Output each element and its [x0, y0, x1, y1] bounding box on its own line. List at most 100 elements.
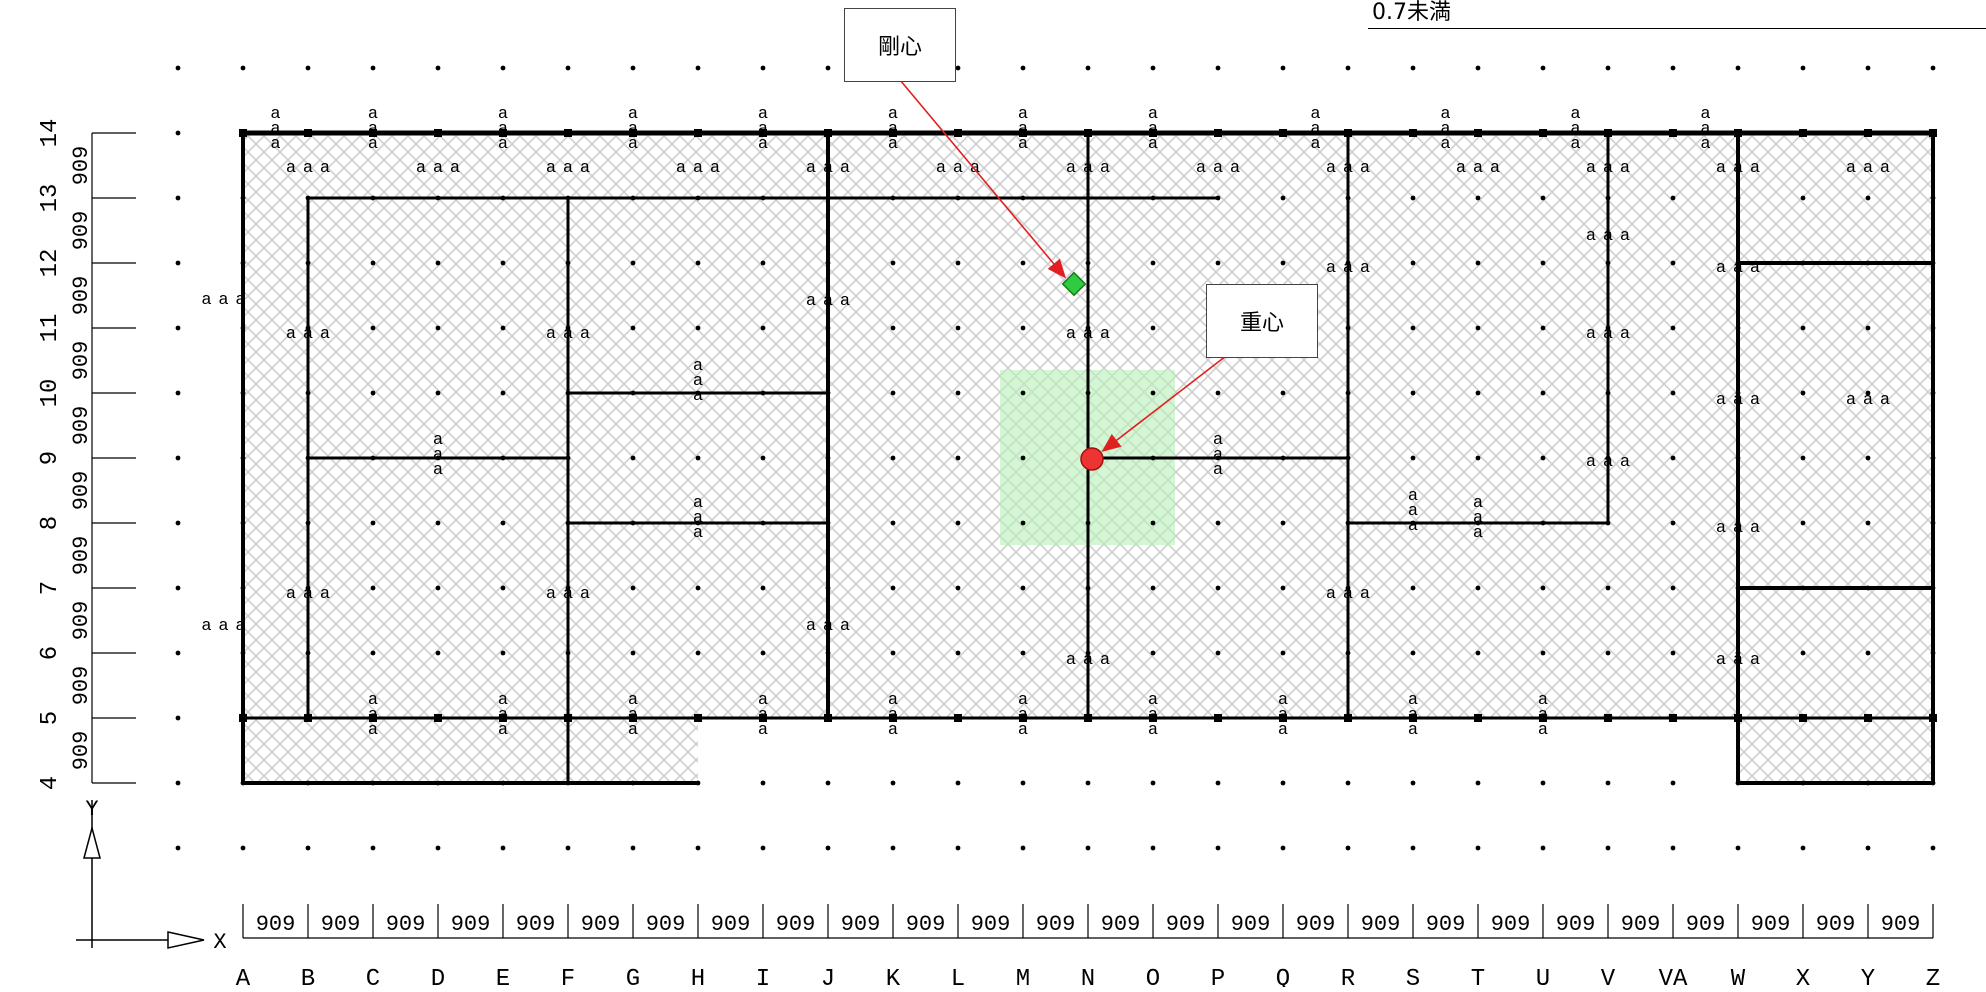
- wall-node: [499, 714, 507, 722]
- x-span-value: 909: [1751, 912, 1791, 937]
- wall-marker-label: a: [368, 706, 378, 725]
- x-span-value: 909: [1036, 912, 1076, 937]
- wall-marker-label: a: [1148, 721, 1158, 740]
- grid-dot: [695, 325, 701, 331]
- x-span-value: 909: [1426, 912, 1466, 937]
- grid-dot: [825, 845, 831, 851]
- wall-node: [304, 129, 312, 137]
- grid-dot: [175, 845, 181, 851]
- wall-marker-label: a: [1733, 259, 1743, 278]
- wall-marker-label: a: [823, 617, 833, 636]
- wall-marker-label: a: [1326, 585, 1336, 604]
- grid-dot: [1865, 195, 1871, 201]
- x-span-value: 909: [1621, 912, 1661, 937]
- grid-dot: [1605, 845, 1611, 851]
- wall-marker-label: a: [1213, 159, 1223, 178]
- grid-dot: [1020, 845, 1026, 851]
- hatch-lower-left: [243, 718, 698, 783]
- grid-dot: [1540, 260, 1546, 266]
- wall-marker-label: a: [1066, 159, 1076, 178]
- wall-node: [1214, 714, 1222, 722]
- wall-node: [1019, 714, 1027, 722]
- wall-marker-label: a: [806, 617, 816, 636]
- x-span-value: 909: [1101, 912, 1141, 937]
- wall-node: [759, 714, 767, 722]
- wall-marker-label: a: [1278, 706, 1288, 725]
- y-grid-label: 7: [37, 581, 64, 595]
- wall-marker-label: a: [1278, 721, 1288, 740]
- x-grid-label: P: [1211, 966, 1225, 987]
- x-grid-label: T: [1471, 966, 1485, 987]
- wall-marker-label: a: [1213, 431, 1223, 450]
- wall-node: [1864, 714, 1872, 722]
- wall-marker-label: a: [1408, 691, 1418, 710]
- y-grid-label: 14: [37, 119, 64, 148]
- grid-dot: [955, 845, 961, 851]
- grid-dot: [1085, 65, 1091, 71]
- y-grid-label: 13: [37, 184, 64, 213]
- wall-marker-label: a: [1750, 651, 1760, 670]
- grid-dot: [500, 325, 506, 331]
- wall-marker-label: a: [1360, 159, 1370, 178]
- grid-dot: [1800, 390, 1806, 396]
- grid-dot: [1865, 65, 1871, 71]
- wall-marker-label: a: [546, 585, 556, 604]
- grid-dot: [1865, 520, 1871, 526]
- wall-marker-label: a: [450, 159, 460, 178]
- wall-node: [629, 714, 637, 722]
- wall-marker-label: a: [840, 292, 850, 311]
- grid-dot: [760, 585, 766, 591]
- wall-marker-label: a: [1733, 519, 1743, 538]
- grid-dot: [1410, 260, 1416, 266]
- wall-marker-label: a: [628, 721, 638, 740]
- wall-marker-label: a: [1018, 706, 1028, 725]
- grid-dot: [175, 130, 181, 136]
- wall-marker-label: a: [888, 120, 898, 139]
- grid-dot: [1475, 455, 1481, 461]
- grid-dot: [1410, 845, 1416, 851]
- wall-node: [1084, 129, 1092, 137]
- y-axis-label: Y: [85, 797, 98, 822]
- x-grid-label: N: [1081, 966, 1095, 987]
- grid-dot: [1150, 65, 1156, 71]
- x-span-value: 909: [906, 912, 946, 937]
- y-span-value: 909: [69, 666, 94, 706]
- wall-marker-label: a: [1586, 453, 1596, 472]
- grid-dot: [435, 390, 441, 396]
- x-span-value: 909: [321, 912, 361, 937]
- wall-marker-label: a: [1213, 446, 1223, 465]
- grid-dot: [890, 520, 896, 526]
- y-axis-arrow-icon: [83, 825, 101, 859]
- grid-dot: [500, 390, 506, 396]
- wall-marker-label: a: [498, 135, 508, 154]
- wall-marker-label: a: [286, 325, 296, 344]
- wall-marker-label: a: [303, 325, 313, 344]
- x-grid-label: D: [431, 966, 445, 987]
- wall-node: [889, 714, 897, 722]
- wall-marker-label: a: [1538, 721, 1548, 740]
- grid-dot: [1280, 195, 1286, 201]
- x-grid-label: Q: [1276, 966, 1290, 987]
- grid-dot: [370, 650, 376, 656]
- grid-dot: [1540, 455, 1546, 461]
- grid-dot: [760, 845, 766, 851]
- dimension-lines: A 909 B 909 C 909 D 909 E 909 F 909 G 909 H 909 I 909 J 909…: [37, 119, 1940, 992]
- grid-dot: [435, 845, 441, 851]
- grid-dot: [1150, 325, 1156, 331]
- grid-dot: [955, 260, 961, 266]
- grid-dot: [565, 65, 571, 71]
- wall-marker-label: a: [270, 135, 280, 154]
- wall-node: [1474, 714, 1482, 722]
- grid-dot: [1020, 650, 1026, 656]
- wall-marker-label: a: [1083, 159, 1093, 178]
- grid-dot: [1475, 260, 1481, 266]
- wall-node: [1799, 714, 1807, 722]
- wall-marker-label: a: [823, 292, 833, 311]
- x-grid-label: G: [626, 966, 640, 987]
- grid-dot: [500, 650, 506, 656]
- grid-dot: [305, 845, 311, 851]
- grid-dot: [1540, 325, 1546, 331]
- grid-dot: [1020, 390, 1026, 396]
- grid-dot: [1670, 650, 1676, 656]
- wall-node: [759, 129, 767, 137]
